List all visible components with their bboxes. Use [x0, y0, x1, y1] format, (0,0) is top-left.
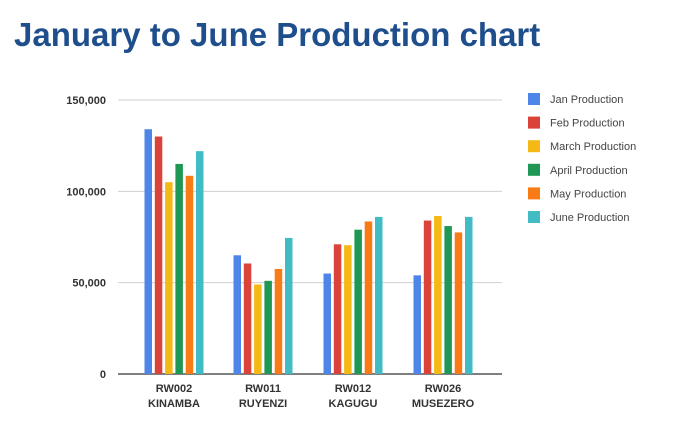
x-axis-categories: RW002 KINAMBA RW011 RUYENZI RW012 KAGUGU RW026… — [148, 383, 475, 410]
bar — [175, 163, 183, 374]
y-tick-label: 100,000 — [66, 186, 106, 198]
bar — [413, 275, 421, 374]
y-tick-label: 0 — [100, 369, 106, 381]
x-category-label: RUYENZI — [239, 398, 287, 410]
x-category-label: KINAMBA — [148, 398, 200, 410]
bar — [364, 221, 373, 374]
legend-swatch — [528, 93, 540, 105]
bar — [444, 226, 452, 374]
legend-swatch — [528, 211, 540, 223]
bar — [423, 220, 432, 374]
x-category-label: RW002 — [156, 383, 192, 395]
bar — [354, 229, 362, 374]
bar — [144, 129, 152, 374]
x-category-label: RW012 — [335, 383, 371, 395]
legend-swatch — [528, 116, 540, 129]
bar — [323, 273, 331, 374]
bar — [154, 136, 163, 374]
bar — [196, 151, 204, 374]
bar — [233, 255, 241, 374]
legend-swatch — [528, 140, 540, 153]
y-tick-label: 50,000 — [72, 278, 106, 290]
bar — [285, 237, 293, 374]
bars — [144, 129, 473, 374]
bar — [454, 232, 463, 374]
x-category-label: KAGUGU — [329, 398, 378, 410]
bar — [434, 215, 442, 374]
bar — [333, 244, 342, 374]
legend: Jan Production Feb Production March Produc… — [528, 93, 636, 224]
bar — [344, 245, 352, 374]
bar — [165, 182, 173, 374]
legend-label: June Production — [550, 212, 630, 224]
y-axis-ticks: 0 50,000 100,000 150,000 — [66, 95, 106, 381]
bar — [185, 175, 194, 374]
legend-swatch — [528, 187, 540, 200]
legend-swatch — [528, 163, 540, 176]
legend-label: Jan Production — [550, 94, 623, 106]
x-category-label: MUSEZERO — [412, 398, 475, 410]
bar — [243, 263, 252, 374]
y-tick-label: 150,000 — [66, 95, 106, 107]
bar — [264, 280, 272, 374]
bar — [375, 216, 383, 374]
x-category-label: RW011 — [245, 383, 281, 395]
x-category-label: RW026 — [425, 383, 461, 395]
legend-label: Feb Production — [550, 118, 625, 130]
legend-label: May Production — [550, 188, 626, 200]
legend-label: April Production — [550, 165, 628, 177]
bar — [254, 284, 262, 374]
bar — [465, 216, 473, 374]
chart-title: January to June Production chart — [14, 16, 541, 53]
bar — [274, 268, 283, 374]
legend-label: March Production — [550, 141, 636, 153]
